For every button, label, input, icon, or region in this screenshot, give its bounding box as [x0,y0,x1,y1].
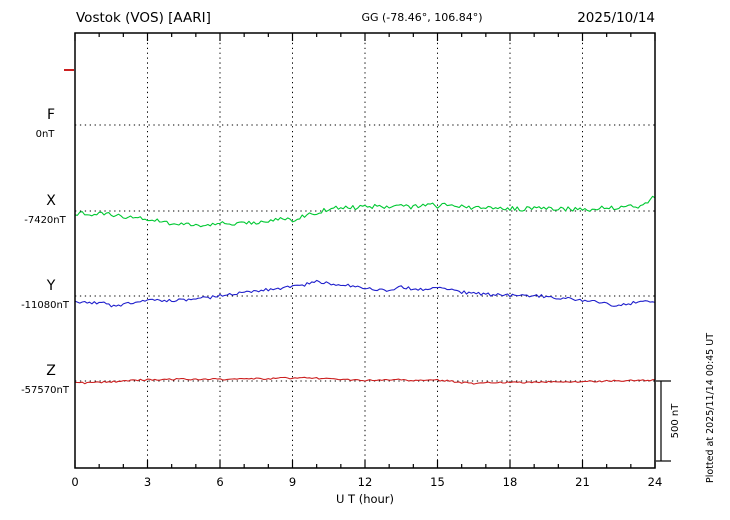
scale-bar-label: 500 nT [670,403,681,439]
component-baseline-value-F: 0nT [36,129,56,140]
x-tick-label-3: 3 [144,475,151,489]
x-tick-label-18: 18 [503,475,518,489]
component-letter-X: X [46,193,56,209]
x-tick-label-0: 0 [71,475,78,489]
trace-X [74,195,656,228]
x-tick-label-12: 12 [358,475,373,489]
date-label: 2025/10/14 [577,10,655,26]
x-tick-label-group: 0 3 6 9 12 15 18 21 24 [71,475,662,489]
grid-group [147,33,583,468]
component-letter-F: F [47,107,55,123]
x-axis-title: U T (hour) [336,492,394,506]
tick-group [74,33,656,468]
scale-bar [656,380,671,462]
component-label-group: F 0nT X -7420nT Y -11080nT Z -57570nT [21,107,70,396]
trace-Y [74,279,656,308]
component-baseline-value-Z: -57570nT [21,385,70,396]
component-baseline-value-X: -7420nT [24,215,66,226]
x-tick-label-15: 15 [430,475,445,489]
plotted-at-label: Plotted at 2025/11/14 00:45 UT [705,333,716,483]
x-tick-label-24: 24 [648,475,663,489]
x-tick-label-6: 6 [216,475,223,489]
x-tick-label-9: 9 [289,475,296,489]
trace-group [74,195,656,385]
component-baseline-value-Y: -11080nT [21,300,70,311]
station-title: Vostok (VOS) [AARI] [76,10,211,26]
coords-label: GG (-78.46°, 106.84°) [361,11,482,24]
x-tick-label-21: 21 [575,475,590,489]
component-letter-Y: Y [46,278,56,294]
component-letter-Z: Z [46,363,56,379]
plot-frame [74,32,656,469]
trace-Z [74,376,655,385]
